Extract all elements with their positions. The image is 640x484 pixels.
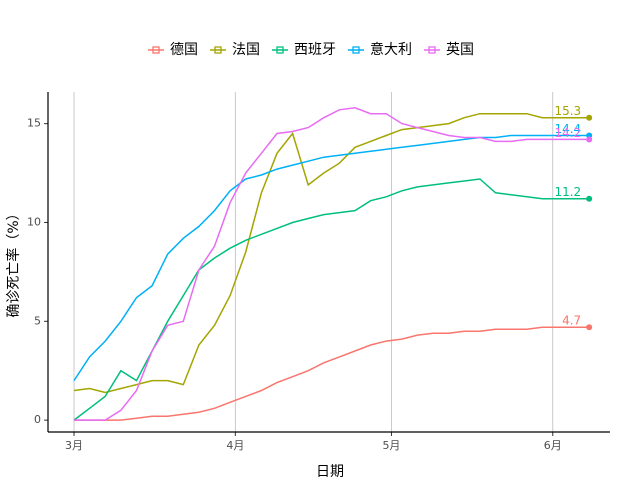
x-tick-label: 5月 <box>382 439 400 452</box>
x-tick-label: 4月 <box>226 439 244 452</box>
legend-label: 法国 <box>232 42 260 58</box>
end-label: 14.2 <box>554 126 581 140</box>
legend-marker <box>352 46 360 54</box>
series-line <box>74 107 590 421</box>
end-point <box>586 136 593 143</box>
end-label: 11.2 <box>554 185 581 199</box>
y-tick-label: 0 <box>34 413 41 426</box>
legend-marker <box>428 46 436 54</box>
series-line <box>74 326 590 421</box>
end-point <box>586 195 593 202</box>
series-line <box>73 112 590 394</box>
x-tick-label: 6月 <box>544 439 562 452</box>
y-tick-label: 15 <box>27 117 41 130</box>
legend-label: 意大利 <box>370 41 412 58</box>
legend-label: 德国 <box>170 42 198 58</box>
end-label: 4.7 <box>562 314 581 328</box>
series-line <box>73 134 590 382</box>
x-axis-label: 日期 <box>316 464 344 480</box>
legend-marker <box>214 46 222 54</box>
legend-marker <box>276 46 284 54</box>
legend-marker <box>152 46 160 54</box>
legend-label: 英国 <box>446 41 474 58</box>
end-label: 15.3 <box>554 104 581 118</box>
end-point <box>586 324 593 331</box>
x-tick-label: 3月 <box>65 439 83 452</box>
y-tick-label: 5 <box>34 314 41 327</box>
end-point <box>586 114 593 121</box>
y-tick-label: 10 <box>27 215 41 228</box>
end-label: 14.4 <box>554 122 581 136</box>
legend-label: 西班牙 <box>294 42 336 58</box>
series-line <box>73 178 590 421</box>
y-axis-label: 确诊死亡率（%） <box>5 206 22 317</box>
